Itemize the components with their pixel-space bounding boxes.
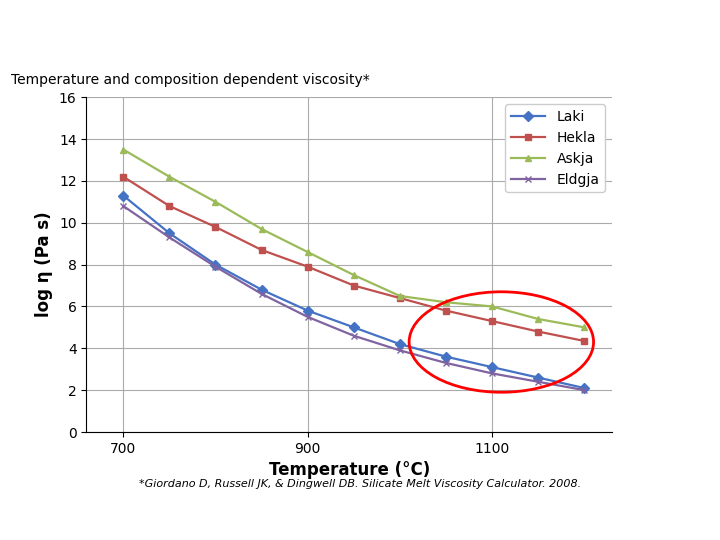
Eldgja	[441, 360, 450, 366]
Askja	[580, 324, 589, 330]
Hekla	[211, 224, 220, 230]
Legend: Laki, Hekla, Askja, Eldgja: Laki, Hekla, Askja, Eldgja	[505, 104, 605, 192]
Laki	[534, 374, 543, 381]
Line: Hekla: Hekla	[120, 173, 588, 345]
Laki	[395, 341, 404, 347]
Hekla	[441, 307, 450, 314]
Hekla	[165, 203, 174, 210]
Laki	[441, 354, 450, 360]
Hekla	[119, 173, 127, 180]
Hekla	[303, 264, 312, 270]
Askja	[534, 316, 543, 322]
Askja	[441, 299, 450, 306]
Line: Eldgja: Eldgja	[120, 202, 588, 394]
Askja	[488, 303, 497, 310]
Text: Modeling high viscosity droplet impact: Modeling high viscosity droplet impact	[11, 26, 561, 51]
Askja	[119, 146, 127, 153]
Eldgja	[165, 234, 174, 241]
Laki	[211, 261, 220, 268]
Hekla	[349, 282, 358, 289]
Hekla	[395, 295, 404, 301]
Eldgja	[303, 314, 312, 320]
Askja	[211, 199, 220, 205]
Eldgja	[534, 379, 543, 385]
Hekla	[488, 318, 497, 325]
Laki	[349, 324, 358, 330]
Line: Askja: Askja	[120, 146, 588, 331]
Laki	[257, 286, 266, 293]
Hekla	[580, 338, 589, 344]
Laki	[580, 385, 589, 392]
Askja	[257, 226, 266, 232]
Eldgja	[257, 291, 266, 297]
Eldgja	[488, 370, 497, 377]
Askja	[165, 173, 174, 180]
Hekla	[534, 328, 543, 335]
Text: *Giordano D, Russell JK, & Dingwell DB. Silicate Melt Viscosity Calculator. 2008: *Giordano D, Russell JK, & Dingwell DB. …	[139, 478, 581, 489]
Laki	[119, 192, 127, 199]
Eldgja	[395, 347, 404, 354]
Hekla	[257, 247, 266, 253]
Line: Laki: Laki	[120, 192, 588, 392]
Askja	[395, 293, 404, 299]
Laki	[488, 364, 497, 370]
Laki	[303, 307, 312, 314]
Laki	[165, 230, 174, 237]
Eldgja	[211, 264, 220, 270]
Y-axis label: log η (Pa s): log η (Pa s)	[35, 212, 53, 318]
Askja	[349, 272, 358, 278]
Text: Temperature and composition dependent viscosity*: Temperature and composition dependent vi…	[11, 73, 369, 87]
Askja	[303, 249, 312, 255]
X-axis label: Temperature (°C): Temperature (°C)	[269, 461, 430, 480]
Eldgja	[580, 387, 589, 393]
Eldgja	[349, 333, 358, 339]
Eldgja	[119, 203, 127, 210]
